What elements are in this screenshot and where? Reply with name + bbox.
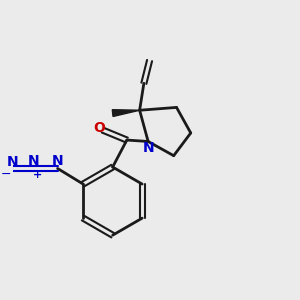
Text: O: O [93, 121, 105, 135]
Text: +: + [33, 170, 42, 180]
Text: N: N [52, 154, 63, 168]
Text: N: N [143, 141, 154, 155]
Text: N: N [6, 155, 18, 169]
Polygon shape [112, 110, 140, 116]
Text: −: − [1, 168, 11, 181]
Text: N: N [28, 154, 39, 168]
